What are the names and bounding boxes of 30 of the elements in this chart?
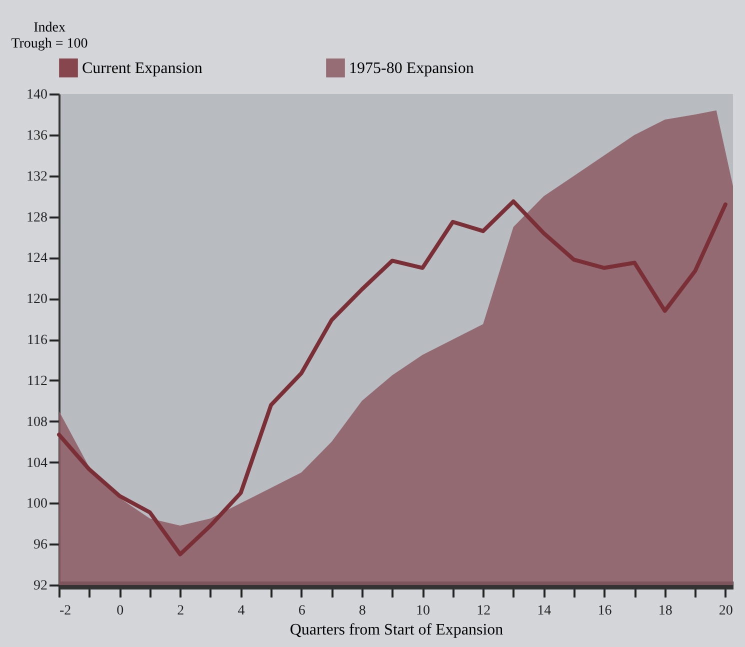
y-tick-label: 136 xyxy=(26,128,48,144)
y-tick-label: 92 xyxy=(34,578,48,594)
x-tick-label: 4 xyxy=(238,604,245,618)
y-tick-label: 128 xyxy=(26,210,48,226)
y-tick-label: 108 xyxy=(26,414,48,430)
x-tick-label: 20 xyxy=(718,604,733,618)
y-tick-label: 112 xyxy=(27,374,48,389)
line-series xyxy=(57,199,728,556)
x-tick-label: 0 xyxy=(116,604,124,618)
legend-label: 1975-80 Expansion xyxy=(349,60,474,77)
y-tick-label: 120 xyxy=(26,292,48,308)
legend-label: Current Expansion xyxy=(82,60,202,77)
x-axis-title: Quarters from Start of Expansion xyxy=(290,622,504,638)
x-tick-label: 6 xyxy=(298,604,306,618)
x-tick-label: 12 xyxy=(476,604,491,618)
x-tick-label: 16 xyxy=(598,604,612,618)
x-tick-label: -2 xyxy=(60,604,72,618)
y-tick-label: 104 xyxy=(26,456,48,471)
y-tick-label: 100 xyxy=(26,496,48,512)
x-tick-label: 8 xyxy=(358,604,366,618)
x-tick-label: 10 xyxy=(416,604,430,618)
y-tick-label: 132 xyxy=(26,169,48,184)
x-tick-label: 18 xyxy=(658,604,672,618)
y-tick-label: 96 xyxy=(34,538,48,553)
y-axis-title: Index Trough = 100 xyxy=(11,20,88,52)
x-tick-label: 14 xyxy=(537,604,552,618)
y-tick-label: 124 xyxy=(26,251,48,266)
x-tick-label: 2 xyxy=(177,604,184,618)
y-tick-label: 116 xyxy=(27,333,48,348)
y-tick-label: 140 xyxy=(26,88,48,102)
